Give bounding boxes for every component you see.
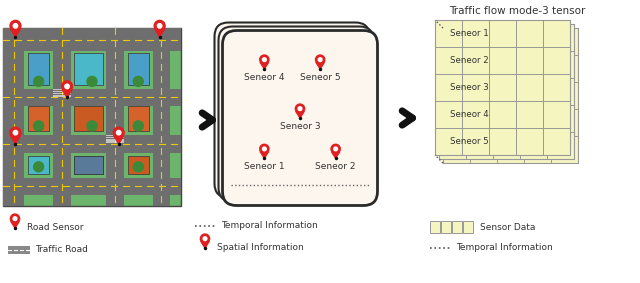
Bar [3, 28, 24, 206]
Circle shape [116, 130, 121, 135]
Text: Seneor 5: Seneor 5 [450, 137, 488, 146]
Text: Seneor 5: Seneor 5 [300, 73, 340, 82]
Bar [53, 91, 70, 92]
Bar [74, 156, 102, 174]
Bar [127, 106, 149, 131]
Bar [3, 135, 181, 153]
Polygon shape [114, 136, 124, 144]
Circle shape [203, 237, 207, 241]
Circle shape [262, 147, 266, 151]
Polygon shape [155, 29, 164, 37]
Circle shape [10, 214, 20, 223]
Bar [452, 221, 462, 233]
Circle shape [65, 84, 69, 89]
Bar [106, 28, 124, 206]
Circle shape [154, 20, 165, 31]
Bar [3, 28, 181, 206]
Circle shape [262, 58, 266, 61]
Polygon shape [62, 90, 72, 97]
Circle shape [10, 20, 21, 31]
Bar [439, 24, 574, 159]
Bar [3, 89, 181, 106]
Circle shape [296, 104, 305, 113]
Circle shape [318, 58, 322, 61]
Text: Seneor 2: Seneor 2 [450, 56, 488, 65]
Polygon shape [316, 62, 324, 69]
Bar [74, 53, 102, 85]
Bar [441, 221, 451, 233]
Polygon shape [296, 112, 304, 118]
Circle shape [34, 76, 44, 86]
Polygon shape [11, 221, 19, 228]
Bar [28, 106, 49, 131]
Circle shape [133, 76, 143, 86]
Bar [106, 137, 124, 138]
Circle shape [157, 24, 162, 28]
Text: Traffic flow mode-3 tensor: Traffic flow mode-3 tensor [449, 6, 586, 16]
Bar [106, 142, 124, 143]
Circle shape [13, 217, 17, 220]
Bar [443, 28, 578, 163]
Bar [28, 53, 49, 85]
Bar [3, 177, 181, 195]
Circle shape [260, 144, 269, 153]
Text: Seneor 1: Seneor 1 [450, 29, 488, 38]
Text: Sensor Data: Sensor Data [480, 222, 536, 231]
Circle shape [10, 127, 21, 138]
Circle shape [298, 107, 302, 111]
FancyBboxPatch shape [214, 23, 369, 198]
Bar [127, 156, 149, 174]
Bar [3, 28, 181, 51]
Circle shape [34, 121, 44, 131]
Polygon shape [10, 29, 20, 37]
Text: Spatial Information: Spatial Information [217, 243, 304, 252]
Circle shape [61, 81, 72, 92]
Bar [74, 156, 102, 174]
Text: Seneor 2: Seneor 2 [316, 162, 356, 171]
Bar [106, 135, 124, 136]
Circle shape [133, 162, 143, 172]
Bar [53, 28, 70, 206]
Text: Seneor 3: Seneor 3 [280, 122, 320, 131]
Bar [106, 139, 124, 141]
Circle shape [13, 24, 18, 28]
Bar [53, 95, 70, 97]
Polygon shape [260, 62, 269, 69]
Text: Seneor 3: Seneor 3 [450, 83, 488, 92]
Polygon shape [332, 152, 340, 158]
Bar [430, 221, 440, 233]
Circle shape [316, 55, 324, 64]
Polygon shape [260, 152, 269, 158]
Bar [127, 53, 149, 85]
Bar [74, 106, 102, 131]
Circle shape [87, 121, 97, 131]
Circle shape [331, 144, 340, 153]
Circle shape [133, 121, 143, 131]
FancyBboxPatch shape [218, 27, 374, 201]
Circle shape [113, 127, 124, 138]
Text: Seneor 4: Seneor 4 [244, 73, 285, 82]
Circle shape [260, 55, 269, 64]
Bar [8, 246, 30, 254]
Bar [435, 20, 570, 155]
Text: Traffic Road: Traffic Road [35, 245, 88, 254]
Bar [28, 156, 49, 174]
Bar [53, 93, 70, 94]
Text: Seneor 1: Seneor 1 [244, 162, 285, 171]
Circle shape [13, 130, 18, 135]
Circle shape [200, 234, 210, 243]
FancyBboxPatch shape [223, 31, 378, 205]
Text: Road Sensor: Road Sensor [27, 224, 83, 233]
Text: Temporal Information: Temporal Information [456, 243, 553, 252]
Polygon shape [10, 136, 20, 144]
Bar [152, 28, 170, 206]
Bar [463, 221, 473, 233]
Bar [53, 89, 70, 90]
Text: Temporal Information: Temporal Information [221, 222, 317, 230]
Text: Seneor 4: Seneor 4 [450, 110, 488, 119]
Circle shape [334, 147, 337, 151]
Circle shape [34, 162, 44, 172]
Circle shape [87, 76, 97, 86]
Polygon shape [201, 241, 209, 248]
